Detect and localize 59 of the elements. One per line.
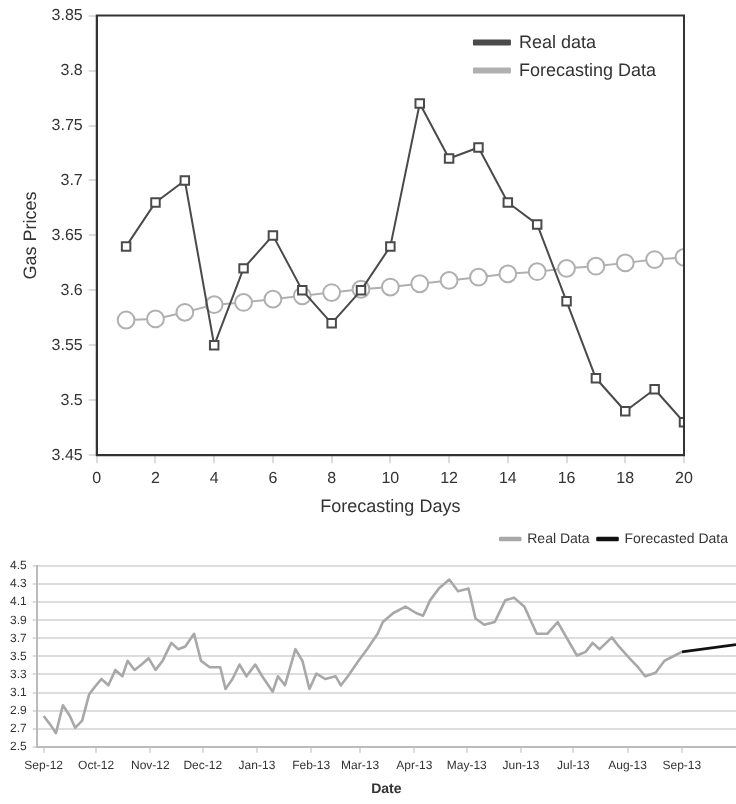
y-tick-label: 3.65 [51, 225, 84, 244]
point [561, 296, 572, 307]
point [179, 175, 191, 186]
x-tick-label: 0 [92, 469, 103, 488]
point [531, 219, 543, 230]
point [380, 277, 400, 297]
y-tick-label: 3.85 [51, 6, 84, 25]
point [116, 310, 136, 330]
point [150, 197, 161, 208]
point [527, 262, 547, 282]
y-tick-label: 3.55 [51, 335, 84, 354]
y-tick-label: 3.8 [60, 60, 84, 79]
point [620, 406, 631, 417]
point [498, 264, 518, 284]
point [175, 302, 195, 322]
x-tick-label: 10 [381, 469, 401, 488]
y-tick-label: 3.7 [60, 170, 84, 189]
point [204, 295, 224, 315]
x-tick-label: 16 [557, 469, 577, 488]
x-tick-label: 20 [675, 469, 694, 488]
point [410, 274, 430, 294]
x-tick-label: 8 [327, 469, 338, 488]
point [590, 373, 602, 384]
y-tick-label: 3.75 [51, 115, 84, 134]
point [615, 253, 635, 273]
point [557, 258, 576, 278]
point [414, 98, 425, 109]
point [645, 250, 665, 269]
y-axis-title: Gas Prices [19, 190, 40, 280]
point [238, 263, 249, 274]
point [385, 241, 396, 252]
point [439, 271, 459, 290]
x-tick-label: 6 [268, 469, 279, 488]
x-tick-label: 18 [616, 469, 636, 488]
point [267, 230, 279, 241]
point [649, 384, 660, 395]
x-tick-label: 2 [151, 469, 162, 488]
point [586, 256, 606, 276]
point [443, 153, 455, 164]
y-tick-label: 3.5 [60, 390, 84, 409]
y-tick-label: 3.6 [60, 280, 84, 299]
point [326, 318, 337, 329]
point [502, 197, 514, 208]
point [297, 285, 308, 296]
point [469, 267, 488, 287]
y-tick-label: 3.45 [51, 445, 84, 464]
point [208, 340, 220, 351]
x-tick-label: 12 [440, 469, 460, 488]
point [322, 283, 342, 302]
legend-label: Real data [518, 31, 596, 52]
x-axis-title: Forecasting Days [320, 496, 462, 517]
x-tick-label: 4 [209, 469, 220, 488]
point [234, 293, 253, 312]
legend-label: Forecasting Data [518, 59, 657, 80]
point [473, 142, 484, 153]
x-tick-label: 14 [498, 469, 518, 488]
point [263, 289, 283, 309]
point [120, 241, 132, 252]
point [146, 309, 165, 329]
